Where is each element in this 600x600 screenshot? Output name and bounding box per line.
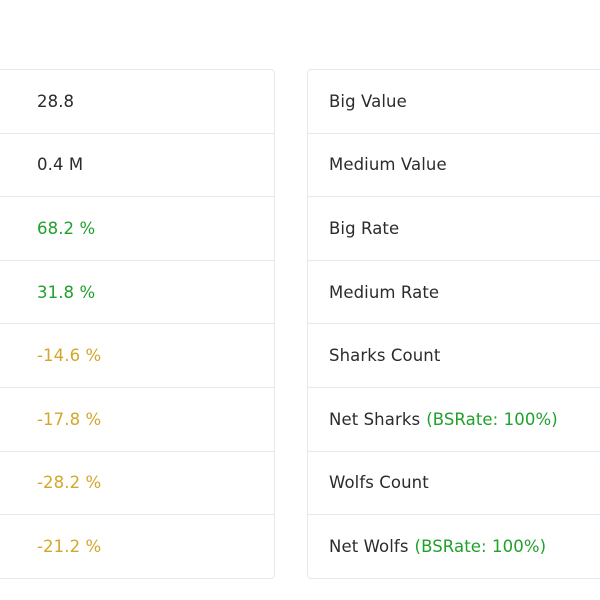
label-net-sharks: Net Sharks <box>329 409 421 429</box>
label-net-wolfs: Net Wolfs <box>329 537 409 557</box>
label-row: Wolfs Count <box>308 452 600 516</box>
value-sharks-count: -14.6 % <box>37 346 102 366</box>
value-row: 28.8 <box>0 70 274 134</box>
label-big-rate: Big Rate <box>329 218 400 238</box>
label-row: Medium Rate <box>308 261 600 325</box>
value-big-value: 28.8 <box>37 91 75 111</box>
label-big-value: Big Value <box>329 91 407 111</box>
label-medium-rate: Medium Rate <box>329 282 440 302</box>
value-big-rate: 68.2 % <box>37 218 96 238</box>
label-row: Big Value <box>308 70 600 134</box>
value-row: -28.2 % <box>0 452 274 516</box>
bsrate-note: (BSRate: 100%) <box>414 537 547 557</box>
value-net-sharks: -17.8 % <box>37 409 102 429</box>
value-medium-rate: 31.8 % <box>37 282 96 302</box>
label-row: Medium Value <box>308 134 600 198</box>
label-row: Big Rate <box>308 197 600 261</box>
bsrate-note: (BSRate: 100%) <box>426 409 558 429</box>
label-sharks-count: Sharks Count <box>329 346 441 366</box>
values-card: 28.8 0.4 M 68.2 % 31.8 % -14.6 % -17.8 %… <box>0 69 275 579</box>
value-row: -21.2 % <box>0 515 274 578</box>
value-row: -14.6 % <box>0 324 274 388</box>
labels-card: Big Value Medium Value Big Rate Medium R… <box>307 69 600 579</box>
value-row: 68.2 % <box>0 197 274 261</box>
label-wolfs-count: Wolfs Count <box>329 473 429 493</box>
label-row: Net Sharks (BSRate: 100%) <box>308 388 600 452</box>
value-net-wolfs: -21.2 % <box>37 537 102 557</box>
value-row: 31.8 % <box>0 261 274 325</box>
value-medium-value: 0.4 M <box>37 155 84 175</box>
label-row: Net Wolfs (BSRate: 100%) <box>308 515 600 578</box>
value-row: -17.8 % <box>0 388 274 452</box>
label-medium-value: Medium Value <box>329 155 447 175</box>
value-wolfs-count: -28.2 % <box>37 473 102 493</box>
value-row: 0.4 M <box>0 134 274 198</box>
label-row: Sharks Count <box>308 324 600 388</box>
